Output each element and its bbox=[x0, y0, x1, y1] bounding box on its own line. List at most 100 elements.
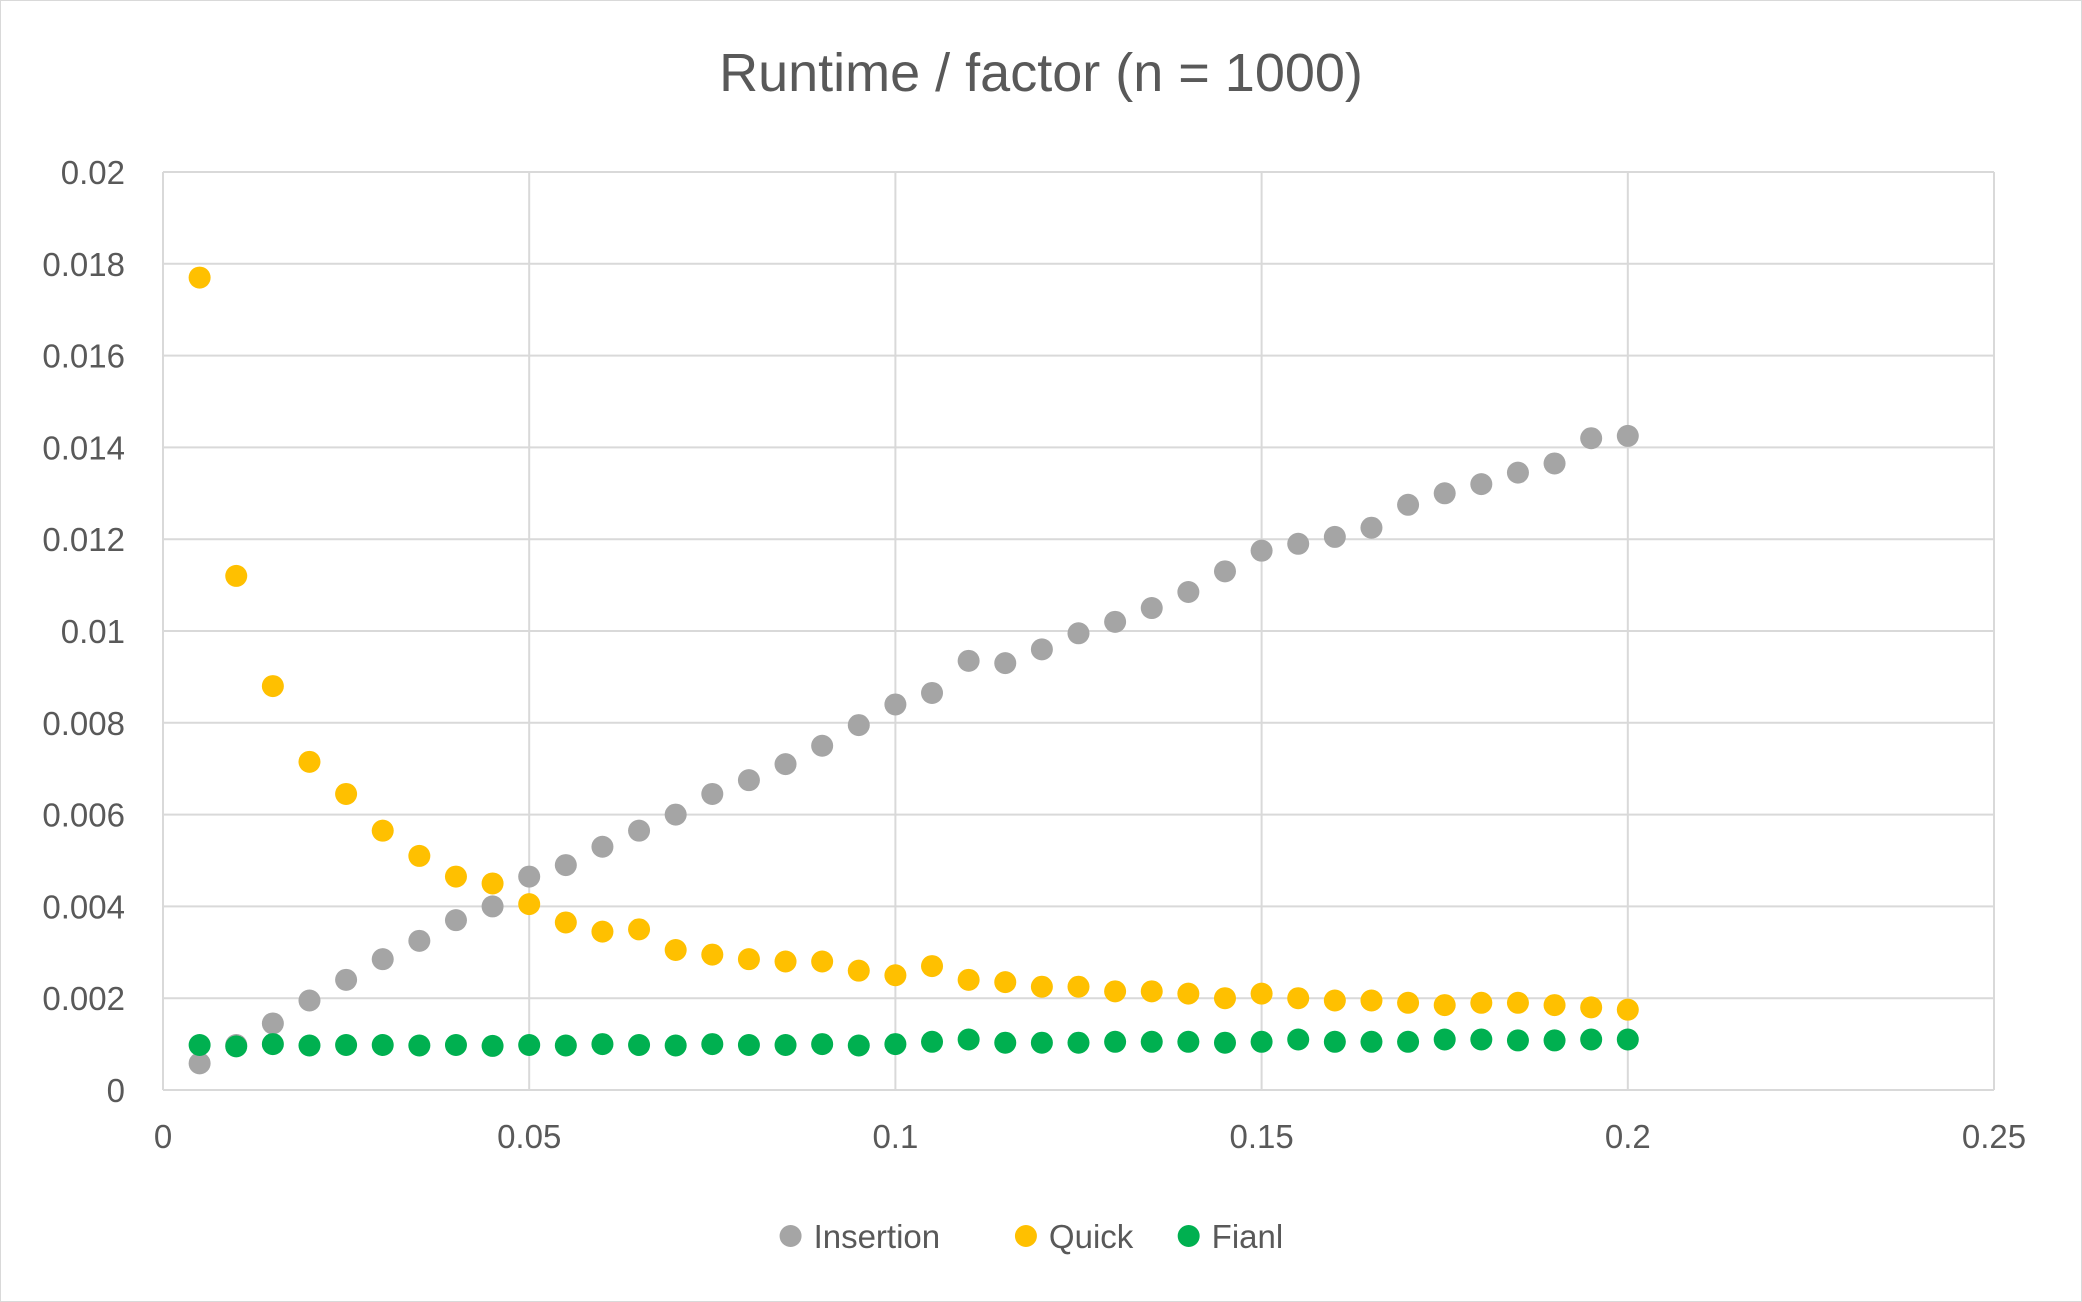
data-point bbox=[1616, 424, 1639, 447]
data-point bbox=[1616, 998, 1639, 1021]
data-point bbox=[1580, 1028, 1603, 1051]
data-point bbox=[335, 968, 358, 991]
data-point bbox=[921, 1030, 944, 1053]
data-point bbox=[664, 1034, 687, 1057]
data-point bbox=[847, 959, 870, 982]
legend-item-quick: Quick bbox=[1014, 1218, 1134, 1255]
data-point bbox=[1213, 1031, 1236, 1054]
data-point bbox=[664, 939, 687, 962]
data-point bbox=[1360, 516, 1383, 539]
data-point bbox=[921, 681, 944, 704]
data-point bbox=[737, 948, 760, 971]
data-point bbox=[518, 1034, 541, 1057]
data-point bbox=[957, 968, 980, 991]
legend-marker bbox=[1014, 1225, 1037, 1247]
data-point bbox=[408, 929, 431, 952]
data-point bbox=[444, 865, 467, 888]
data-point bbox=[1213, 987, 1236, 1010]
data-point bbox=[1067, 622, 1090, 645]
y-tick-label: 0.014 bbox=[42, 429, 125, 466]
data-point bbox=[737, 1034, 760, 1057]
data-point bbox=[591, 1033, 614, 1056]
data-point bbox=[1580, 427, 1603, 450]
data-point bbox=[444, 1034, 467, 1057]
data-point bbox=[1323, 989, 1346, 1012]
series-quick bbox=[188, 266, 1639, 1021]
data-point bbox=[298, 989, 321, 1012]
y-tick-label: 0 bbox=[107, 1072, 125, 1109]
data-point bbox=[811, 950, 834, 973]
legend-label: Fianl bbox=[1212, 1218, 1284, 1255]
x-tick-label: 0.2 bbox=[1605, 1118, 1651, 1155]
data-point bbox=[1287, 1028, 1310, 1051]
x-axis-ticks: 0 0.05 0.1 0.15 0.2 0.25 bbox=[154, 1118, 2026, 1155]
data-point bbox=[371, 1034, 394, 1057]
data-point bbox=[774, 753, 797, 776]
data-point bbox=[188, 1052, 211, 1075]
data-point bbox=[188, 1034, 211, 1057]
x-tick-label: 0 bbox=[154, 1118, 172, 1155]
data-point bbox=[847, 1034, 870, 1057]
data-point bbox=[628, 1034, 651, 1057]
data-point bbox=[298, 750, 321, 773]
data-point bbox=[1287, 532, 1310, 555]
data-point bbox=[1250, 982, 1273, 1005]
data-point bbox=[1177, 1030, 1200, 1053]
y-tick-label: 0.008 bbox=[42, 705, 125, 742]
data-point bbox=[481, 1034, 504, 1057]
legend-item-insertion: Insertion bbox=[779, 1218, 941, 1255]
data-point bbox=[921, 955, 944, 978]
data-point bbox=[554, 1034, 577, 1057]
data-point bbox=[1213, 560, 1236, 583]
legend-label: Insertion bbox=[814, 1218, 941, 1255]
data-point bbox=[1360, 989, 1383, 1012]
y-tick-label: 0.012 bbox=[42, 521, 125, 558]
data-point bbox=[884, 1033, 907, 1056]
data-point bbox=[1433, 994, 1456, 1017]
legend-item-fianl: Fianl bbox=[1177, 1218, 1284, 1255]
data-point bbox=[444, 909, 467, 932]
data-point bbox=[1580, 996, 1603, 1019]
data-point bbox=[847, 714, 870, 737]
data-point bbox=[335, 782, 358, 805]
data-point bbox=[1067, 1031, 1090, 1054]
data-point bbox=[884, 693, 907, 716]
data-point bbox=[481, 895, 504, 918]
legend-label: Quick bbox=[1049, 1218, 1134, 1255]
data-series bbox=[188, 266, 1639, 1075]
data-point bbox=[701, 1033, 724, 1056]
x-tick-label: 0.25 bbox=[1962, 1118, 2026, 1155]
data-point bbox=[1543, 1029, 1566, 1052]
data-point bbox=[518, 865, 541, 888]
data-point bbox=[701, 782, 724, 805]
data-point bbox=[1433, 1028, 1456, 1051]
data-point bbox=[1360, 1030, 1383, 1053]
data-point bbox=[1140, 980, 1163, 1003]
data-point bbox=[1030, 1031, 1053, 1054]
y-axis-ticks: 0 0.002 0.004 0.006 0.008 0.01 0.012 0.014 0.016… bbox=[42, 154, 125, 1109]
data-point bbox=[1104, 610, 1127, 633]
data-point bbox=[1616, 1028, 1639, 1051]
series-insertion bbox=[188, 424, 1639, 1075]
data-point bbox=[298, 1034, 321, 1057]
data-point bbox=[1030, 638, 1053, 661]
legend: Insertion Quick Fianl bbox=[779, 1218, 1284, 1255]
data-point bbox=[994, 1031, 1017, 1054]
data-point bbox=[1287, 987, 1310, 1010]
data-point bbox=[884, 964, 907, 987]
x-tick-label: 0.15 bbox=[1229, 1118, 1293, 1155]
data-point bbox=[591, 920, 614, 943]
data-point bbox=[225, 564, 248, 587]
data-point bbox=[1506, 1029, 1529, 1052]
y-tick-label: 0.02 bbox=[61, 154, 125, 191]
data-point bbox=[408, 844, 431, 867]
data-point bbox=[554, 911, 577, 934]
data-point bbox=[591, 835, 614, 858]
data-point bbox=[1104, 980, 1127, 1003]
data-point bbox=[774, 950, 797, 973]
data-point bbox=[1030, 975, 1053, 998]
y-tick-label: 0.018 bbox=[42, 246, 125, 283]
data-point bbox=[628, 819, 651, 842]
data-point bbox=[518, 893, 541, 916]
data-point bbox=[225, 1035, 248, 1058]
